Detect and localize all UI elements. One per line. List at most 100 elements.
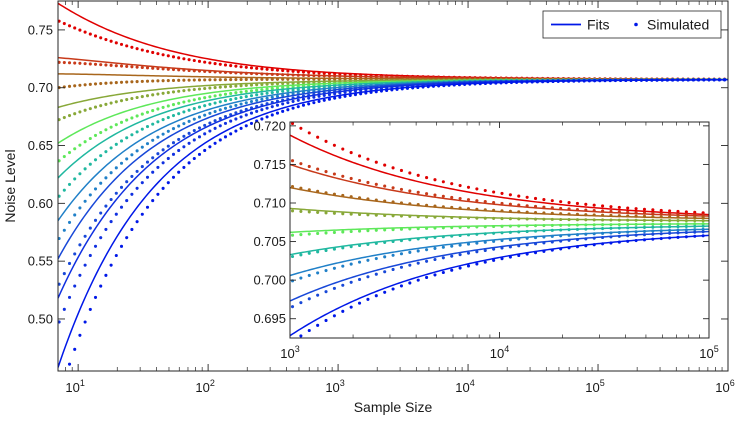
sim-point-6-49 (307, 86, 311, 91)
inset-sim-point-6-14 (399, 239, 404, 243)
sim-point-6-4 (73, 177, 77, 181)
legend-simulated-label: Simulated (647, 17, 709, 33)
sim-point-1-35 (234, 64, 238, 68)
sim-point-7-1 (58, 236, 61, 241)
inset-sim-point-2-22 (466, 198, 471, 202)
sim-point-9-23 (171, 152, 176, 156)
inset-sim-point-2-8 (349, 176, 353, 180)
sim-point-10-114 (645, 78, 649, 82)
inset-sim-point-7-26 (500, 238, 504, 243)
x-tick-label-base: 10 (715, 380, 729, 395)
inset-sim-point-3-28 (517, 210, 521, 214)
inset-fit-line-7 (290, 228, 709, 277)
sim-point-2-46 (291, 73, 295, 77)
sim-point-6-21 (161, 118, 165, 122)
inset-sim-point-2-19 (441, 194, 445, 198)
inset-sim-point-9-7 (341, 309, 345, 313)
sim-point-9-17 (140, 181, 144, 185)
inset-sim-point-8-22 (466, 251, 471, 255)
sim-point-5-25 (182, 100, 186, 104)
sim-point-7-36 (239, 102, 243, 106)
sim-point-8-13 (119, 185, 124, 189)
sim-point-9-45 (286, 101, 290, 105)
inset-sim-point-4-23 (475, 216, 479, 220)
inset-fit-line-5 (290, 223, 709, 234)
sim-point-9-41 (265, 106, 269, 110)
inset-sim-point-3-33 (559, 212, 563, 216)
inset-sim-point-6-9 (358, 243, 362, 248)
inset-sim-point-3-13 (391, 200, 395, 204)
sim-point-1-28 (197, 59, 202, 63)
sim-point-3-12 (114, 81, 118, 85)
sim-point-1-13 (119, 42, 124, 46)
inset-fit-line-9 (290, 234, 709, 337)
sim-point-4-41 (265, 82, 269, 86)
sim-point-2-48 (301, 73, 306, 77)
inset-sim-point-1-36 (584, 202, 588, 206)
sim-point-5-40 (260, 88, 264, 92)
sim-point-10-90 (520, 80, 524, 84)
inset-sim-point-9-17 (425, 275, 429, 280)
inset-sim-point-6-18 (433, 235, 437, 239)
inset-sim-point-7-9 (358, 260, 362, 264)
x-tick-label-exponent: 2 (210, 378, 215, 388)
inset-sim-point-7-29 (525, 236, 529, 240)
sim-point-10-97 (556, 79, 560, 83)
sim-point-9-37 (244, 113, 248, 117)
sim-point-1-16 (135, 47, 139, 51)
sim-point-3-56 (343, 77, 347, 81)
inset-sim-point-6-8 (349, 245, 353, 249)
inset-sim-point-2-42 (634, 211, 638, 215)
inset-sim-point-8-42 (634, 233, 638, 237)
inset-sim-point-2-48 (684, 213, 688, 217)
inset-sim-point-3-5 (324, 191, 328, 195)
inset-sim-point-3-32 (550, 211, 554, 215)
sim-point-7-22 (166, 129, 170, 133)
sim-point-10-60 (364, 91, 368, 95)
sim-point-1-54 (333, 72, 337, 76)
inset-sim-point-7-15 (408, 250, 412, 254)
inset-sim-point-9-4 (316, 323, 320, 327)
sim-point-9-30 (208, 129, 212, 133)
inset-sim-point-6-39 (609, 226, 613, 230)
inset-sim-point-7-10 (366, 258, 370, 262)
x-tick-label-exponent: 6 (730, 378, 735, 388)
inset-sim-point-9-3 (307, 328, 311, 333)
inset-sim-point-8-36 (584, 237, 588, 241)
y-tick-label: 0.60 (28, 196, 53, 211)
y-tick-label: 0.65 (28, 138, 53, 153)
inset-sim-point-1-30 (533, 196, 538, 201)
inset-sim-point-4-49 (693, 219, 697, 223)
sim-point-2-5 (78, 61, 82, 65)
sim-point-1-15 (130, 45, 134, 49)
inset-sim-point-8-31 (542, 241, 546, 245)
inset-sim-point-8-32 (550, 240, 554, 244)
inset-sim-point-2-10 (366, 180, 370, 185)
inset-sim-point-5-26 (500, 224, 504, 228)
inset-sim-point-6-31 (542, 229, 546, 233)
sim-point-5-33 (223, 92, 228, 96)
sim-point-3-39 (255, 77, 259, 81)
main-plot (58, 2, 728, 368)
sim-point-10-13 (119, 244, 124, 248)
inset-sim-point-9-38 (601, 242, 605, 246)
inset-sim-point-7-35 (575, 233, 579, 237)
sim-point-2-52 (322, 74, 326, 78)
sim-point-1-12 (114, 41, 118, 45)
inset-sim-point-8-23 (475, 250, 479, 254)
sim-point-1-38 (249, 66, 254, 70)
inset-sim-point-9-33 (559, 247, 563, 251)
sim-point-10-109 (619, 78, 623, 83)
inset-sim-point-5-16 (416, 227, 420, 231)
sim-point-9-40 (260, 108, 264, 112)
inset-sim-point-3-48 (684, 215, 688, 219)
inset-y-tick-label: 0.705 (253, 234, 286, 249)
sim-point-9-36 (239, 115, 243, 119)
sim-point-1-5 (78, 28, 82, 32)
inset-sim-point-5-3 (307, 232, 311, 236)
sim-point-10-46 (291, 106, 295, 110)
sim-point-7-10 (104, 176, 108, 180)
inset-sim-point-4-10 (366, 213, 370, 217)
inset-sim-point-1-34 (567, 201, 571, 205)
inset-sim-point-2-18 (433, 193, 437, 197)
